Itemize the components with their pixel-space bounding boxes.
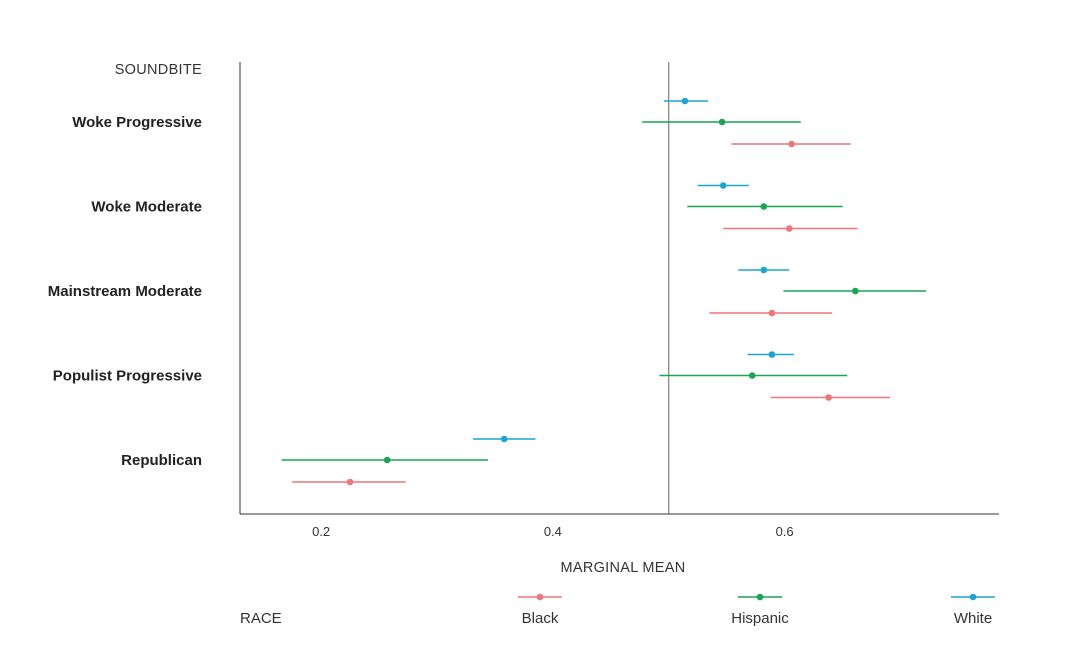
point-estimate <box>383 456 391 464</box>
axes: 0.2 0.4 0.6 <box>239 62 999 539</box>
point-estimate <box>852 287 859 295</box>
category-labels: Woke Progressive Woke Moderate Mainstream … <box>48 114 202 469</box>
point-estimate <box>718 118 726 126</box>
category-label: Populist Progressive <box>53 368 202 385</box>
legend-swatch-point <box>969 593 977 601</box>
legend-title: RACE <box>240 610 282 627</box>
legend-label: White <box>954 610 992 627</box>
point-estimate <box>788 140 795 148</box>
category-label: Mainstream Moderate <box>48 283 202 300</box>
x-axis-title: MARGINAL MEAN <box>560 560 685 576</box>
point-estimate <box>748 372 756 379</box>
x-tick-label: 0.6 <box>776 524 794 539</box>
point-estimate <box>681 97 689 105</box>
data-marks <box>281 97 926 486</box>
point-estimate <box>760 266 768 274</box>
point-estimate <box>785 225 793 232</box>
legend-swatch-point <box>756 593 764 601</box>
point-estimate <box>768 309 776 317</box>
point-estimate <box>825 394 832 401</box>
point-estimate <box>768 351 776 358</box>
legend-label: Hispanic <box>731 610 789 627</box>
legend: RACE Black Hispanic White <box>240 593 995 627</box>
x-tick-label: 0.4 <box>544 524 562 539</box>
category-label: Republican <box>121 452 202 469</box>
point-estimate <box>346 478 354 486</box>
point-estimate <box>500 435 508 443</box>
point-estimate <box>719 182 727 189</box>
y-axis-title: SOUNDBITE <box>115 62 202 78</box>
x-tick-label: 0.2 <box>312 524 330 539</box>
legend-label: Black <box>522 610 559 627</box>
category-label: Woke Moderate <box>91 199 202 216</box>
point-estimate <box>760 203 768 210</box>
category-label: Woke Progressive <box>72 114 202 131</box>
legend-swatch-point <box>536 593 544 601</box>
